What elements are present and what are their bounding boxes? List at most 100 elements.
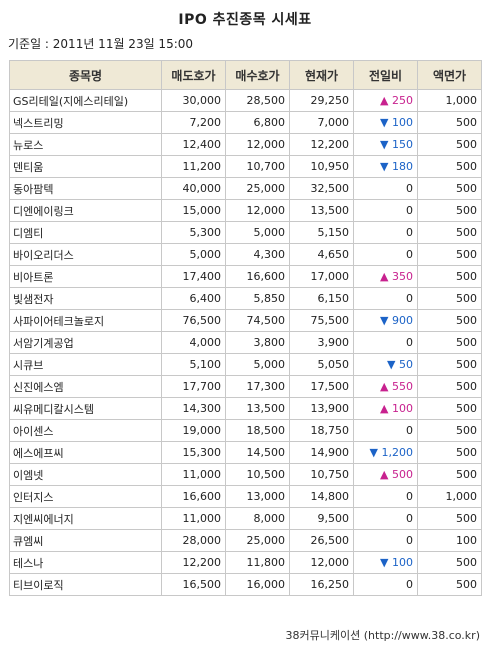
bid-price-cell: 25,000 bbox=[225, 529, 290, 552]
par-value-cell: 500 bbox=[417, 177, 482, 200]
change-cell: ▼ 1,200 bbox=[353, 441, 418, 464]
bid-price-cell: 5,000 bbox=[225, 221, 290, 244]
ask-price-cell: 15,000 bbox=[161, 199, 226, 222]
bid-price-cell: 10,500 bbox=[225, 463, 290, 486]
bid-price-cell: 74,500 bbox=[225, 309, 290, 332]
change-cell: 0 bbox=[353, 573, 418, 596]
stock-name-cell: 동아팜텍 bbox=[9, 177, 162, 200]
par-value-cell: 500 bbox=[417, 265, 482, 288]
current-price-cell: 26,500 bbox=[289, 529, 354, 552]
ask-price-cell: 12,400 bbox=[161, 133, 226, 156]
par-value-cell: 1,000 bbox=[417, 485, 482, 508]
down-arrow-icon: ▼ bbox=[380, 116, 389, 129]
change-value: 0 bbox=[406, 204, 413, 217]
col-header-par: 액면가 bbox=[417, 60, 482, 90]
bid-price-cell: 16,600 bbox=[225, 265, 290, 288]
bid-price-cell: 13,000 bbox=[225, 485, 290, 508]
stock-name-cell: 빛샘전자 bbox=[9, 287, 162, 310]
table-row: 넥스트리밍 7,200 6,800 7,000 ▼ 100 500 bbox=[9, 111, 482, 134]
current-price-cell: 9,500 bbox=[289, 507, 354, 530]
up-arrow-icon: ▲ bbox=[380, 468, 389, 481]
down-arrow-icon: ▼ bbox=[380, 160, 389, 173]
table-row: 비아트론 17,400 16,600 17,000 ▲ 350 500 bbox=[9, 265, 482, 288]
current-price-cell: 14,800 bbox=[289, 485, 354, 508]
ask-price-cell: 14,300 bbox=[161, 397, 226, 420]
table-row: 디엠티 5,300 5,000 5,150 0 500 bbox=[9, 221, 482, 244]
change-cell: 0 bbox=[353, 243, 418, 266]
stock-name-cell: 뉴로스 bbox=[9, 133, 162, 156]
change-value: 0 bbox=[406, 534, 413, 547]
change-cell: ▲ 500 bbox=[353, 463, 418, 486]
par-value-cell: 500 bbox=[417, 353, 482, 376]
par-value-cell: 500 bbox=[417, 133, 482, 156]
table-row: 테스나 12,200 11,800 12,000 ▼ 100 500 bbox=[9, 551, 482, 574]
bid-price-cell: 8,000 bbox=[225, 507, 290, 530]
current-price-cell: 17,500 bbox=[289, 375, 354, 398]
stock-name-cell: 테스나 bbox=[9, 551, 162, 574]
change-value: 0 bbox=[406, 292, 413, 305]
table-row: 디엔에이링크 15,000 12,000 13,500 0 500 bbox=[9, 199, 482, 222]
par-value-cell: 500 bbox=[417, 507, 482, 530]
current-price-cell: 18,750 bbox=[289, 419, 354, 442]
stock-name-cell: 이엠넷 bbox=[9, 463, 162, 486]
ask-price-cell: 17,700 bbox=[161, 375, 226, 398]
table-row: 뉴로스 12,400 12,000 12,200 ▼ 150 500 bbox=[9, 133, 482, 156]
change-value: 0 bbox=[406, 424, 413, 437]
down-arrow-icon: ▼ bbox=[380, 138, 389, 151]
table-row: 티브이로직 16,500 16,000 16,250 0 500 bbox=[9, 573, 482, 596]
change-cell: 0 bbox=[353, 529, 418, 552]
bid-price-cell: 5,000 bbox=[225, 353, 290, 376]
change-value: 500 bbox=[392, 468, 413, 481]
par-value-cell: 500 bbox=[417, 221, 482, 244]
ask-price-cell: 6,400 bbox=[161, 287, 226, 310]
change-value: 180 bbox=[392, 160, 413, 173]
stock-name-cell: GS리테일(지에스리테일) bbox=[9, 89, 162, 112]
reference-date: 기준일 : 2011년 11월 23일 15:00 bbox=[8, 37, 194, 51]
change-cell: ▲ 350 bbox=[353, 265, 418, 288]
current-price-cell: 17,000 bbox=[289, 265, 354, 288]
stock-name-cell: 디엔에이링크 bbox=[9, 199, 162, 222]
stock-name-cell: 덴티움 bbox=[9, 155, 162, 178]
bid-price-cell: 10,700 bbox=[225, 155, 290, 178]
current-price-cell: 6,150 bbox=[289, 287, 354, 310]
current-price-cell: 12,200 bbox=[289, 133, 354, 156]
stock-name-cell: 씨유메디칼시스템 bbox=[9, 397, 162, 420]
bid-price-cell: 11,800 bbox=[225, 551, 290, 574]
bid-price-cell: 25,000 bbox=[225, 177, 290, 200]
up-arrow-icon: ▲ bbox=[380, 380, 389, 393]
par-value-cell: 500 bbox=[417, 199, 482, 222]
change-cell: ▼ 100 bbox=[353, 551, 418, 574]
down-arrow-icon: ▼ bbox=[387, 358, 396, 371]
stock-name-cell: 에스에프씨 bbox=[9, 441, 162, 464]
bid-price-cell: 14,500 bbox=[225, 441, 290, 464]
table-row: 시큐브 5,100 5,000 5,050 ▼ 50 500 bbox=[9, 353, 482, 376]
stock-name-cell: 티브이로직 bbox=[9, 573, 162, 596]
col-header-price: 현재가 bbox=[289, 60, 354, 90]
source-credit: 38커뮤니케이션 (http://www.38.co.kr) bbox=[285, 629, 480, 642]
par-value-cell: 500 bbox=[417, 419, 482, 442]
change-value: 100 bbox=[392, 116, 413, 129]
stock-name-cell: 바이오리더스 bbox=[9, 243, 162, 266]
par-value-cell: 500 bbox=[417, 287, 482, 310]
table-row: 인터지스 16,600 13,000 14,800 0 1,000 bbox=[9, 485, 482, 508]
stock-name-cell: 비아트론 bbox=[9, 265, 162, 288]
change-value: 50 bbox=[399, 358, 413, 371]
table-row: 덴티움 11,200 10,700 10,950 ▼ 180 500 bbox=[9, 155, 482, 178]
stock-name-cell: 서암기계공업 bbox=[9, 331, 162, 354]
change-value: 0 bbox=[406, 490, 413, 503]
col-header-name: 종목명 bbox=[9, 60, 162, 90]
down-arrow-icon: ▼ bbox=[380, 314, 389, 327]
ask-price-cell: 4,000 bbox=[161, 331, 226, 354]
bid-price-cell: 12,000 bbox=[225, 199, 290, 222]
par-value-cell: 1,000 bbox=[417, 89, 482, 112]
change-value: 1,200 bbox=[381, 446, 414, 459]
bid-price-cell: 12,000 bbox=[225, 133, 290, 156]
change-value: 250 bbox=[392, 94, 413, 107]
par-value-cell: 500 bbox=[417, 155, 482, 178]
current-price-cell: 75,500 bbox=[289, 309, 354, 332]
change-cell: 0 bbox=[353, 507, 418, 530]
change-cell: 0 bbox=[353, 485, 418, 508]
par-value-cell: 500 bbox=[417, 397, 482, 420]
table-row: 씨유메디칼시스템 14,300 13,500 13,900 ▲ 100 500 bbox=[9, 397, 482, 420]
change-value: 0 bbox=[406, 578, 413, 591]
